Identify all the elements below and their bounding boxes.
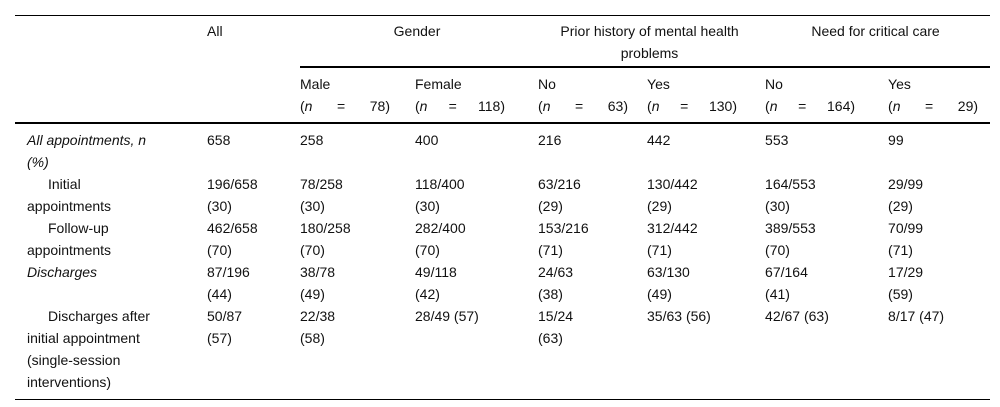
row-label: Discharges <box>27 264 98 280</box>
column-header-female-0: Female (n = 118) <box>415 67 539 124</box>
value-cell: 87/196 (44) <box>207 264 250 302</box>
value-cell: 29/99 (29) <box>888 176 924 214</box>
table-row: Initial appointments 196/658 (30) 78/258 (… <box>15 173 990 217</box>
value-cell: 216 <box>538 132 562 148</box>
group-header-row: All Gender Prior history of mental healt… <box>15 15 991 124</box>
sample-size: (n = 29) <box>888 98 979 114</box>
row-label: All appointments, n (%) <box>27 132 147 170</box>
row-label: Initial appointments <box>27 176 112 214</box>
value-cell: 17/29 (59) <box>888 264 924 302</box>
value-cell: 99 <box>888 132 904 148</box>
group-header-gender: Gender <box>300 15 539 68</box>
row-label: Discharges after initial appointment (si… <box>27 308 150 390</box>
column-header-no-2: No (n = 164) <box>765 67 889 124</box>
value-cell: 164/553 (30) <box>765 176 816 214</box>
value-cell: 462/658 (70) <box>207 220 258 258</box>
value-cell: 389/553 (70) <box>765 220 816 258</box>
value-cell: 63/216 (29) <box>538 176 581 214</box>
column-header-male-0: Male (n = 78) <box>300 67 415 124</box>
row-label-column-header <box>15 15 207 124</box>
value-cell: 38/78 (49) <box>300 264 336 302</box>
value-cell: 658 <box>207 132 231 148</box>
table-row: Discharges after initial appointment (si… <box>15 305 990 400</box>
row-label: Follow-up appointments <box>27 220 112 258</box>
value-cell: 153/216 (71) <box>538 220 589 258</box>
value-cell: 180/258 (70) <box>300 220 351 258</box>
sample-size: (n = 78) <box>300 98 390 114</box>
group-header-critical-care: Need for critical care <box>765 15 991 68</box>
column-name: Male <box>300 76 331 92</box>
value-cell: 63/130 (49) <box>647 264 690 302</box>
column-header-yes-2: Yes (n = 29) <box>888 67 991 124</box>
sample-size: (n = 63) <box>538 98 628 114</box>
sample-size: (n = 164) <box>765 98 856 114</box>
sample-size: (n = 118) <box>415 98 505 114</box>
value-cell: 400 <box>415 132 439 148</box>
value-cell: 49/118 (42) <box>415 264 457 302</box>
value-cell: 15/24 (63) <box>538 308 574 346</box>
value-cell: 282/400 (70) <box>415 220 466 258</box>
group-header-prior-history: Prior history of mental health problems <box>538 15 766 68</box>
subheader-row: Male (n = 78) Female (n = 118) No (n = 63) Yes (n = 130… <box>15 67 991 124</box>
value-cell: 196/658 (30) <box>207 176 258 214</box>
value-cell: 130/442 (29) <box>647 176 698 214</box>
appointments-statistics-table: All Gender Prior history of mental healt… <box>15 15 991 400</box>
value-cell: 8/17 (47) <box>888 308 945 324</box>
value-cell: 50/87 (57) <box>207 308 243 346</box>
column-name: No <box>765 76 783 92</box>
table-row: All appointments, n (%) 658 258 400 216 442 55… <box>15 123 990 173</box>
value-cell: 28/49 (57) <box>415 308 479 324</box>
value-cell: 553 <box>765 132 789 148</box>
value-cell: 22/38 (58) <box>300 308 336 346</box>
column-header-no-1: No (n = 63) <box>538 67 648 124</box>
value-cell: 442 <box>647 132 671 148</box>
value-cell: 24/63 (38) <box>538 264 574 302</box>
column-name: Yes <box>647 76 670 92</box>
value-cell: 118/400 (30) <box>415 176 465 214</box>
column-name: Yes <box>888 76 911 92</box>
sample-size: (n = 130) <box>647 98 738 114</box>
table-row: Discharges 87/196 (44) 38/78 (49) 49/118 (4… <box>15 261 990 305</box>
value-cell: 35/63 (56) <box>647 308 711 324</box>
value-cell: 78/258 (30) <box>300 176 343 214</box>
value-cell: 67/164 (41) <box>765 264 808 302</box>
column-header-all: All <box>207 15 300 124</box>
value-cell: 70/99 (71) <box>888 220 924 258</box>
column-name: Female <box>415 76 462 92</box>
table-header: All Gender Prior history of mental healt… <box>15 15 991 124</box>
column-name: No <box>538 76 556 92</box>
table-row: Follow-up appointments 462/658 (70) 180/25… <box>15 217 990 261</box>
value-cell: 42/67 (63) <box>765 308 829 324</box>
column-header-yes-1: Yes (n = 130) <box>647 67 766 124</box>
value-cell: 258 <box>300 132 324 148</box>
value-cell: 312/442 (71) <box>647 220 698 258</box>
table-body: All appointments, n (%) 658 258 400 216 442 55… <box>15 123 990 400</box>
